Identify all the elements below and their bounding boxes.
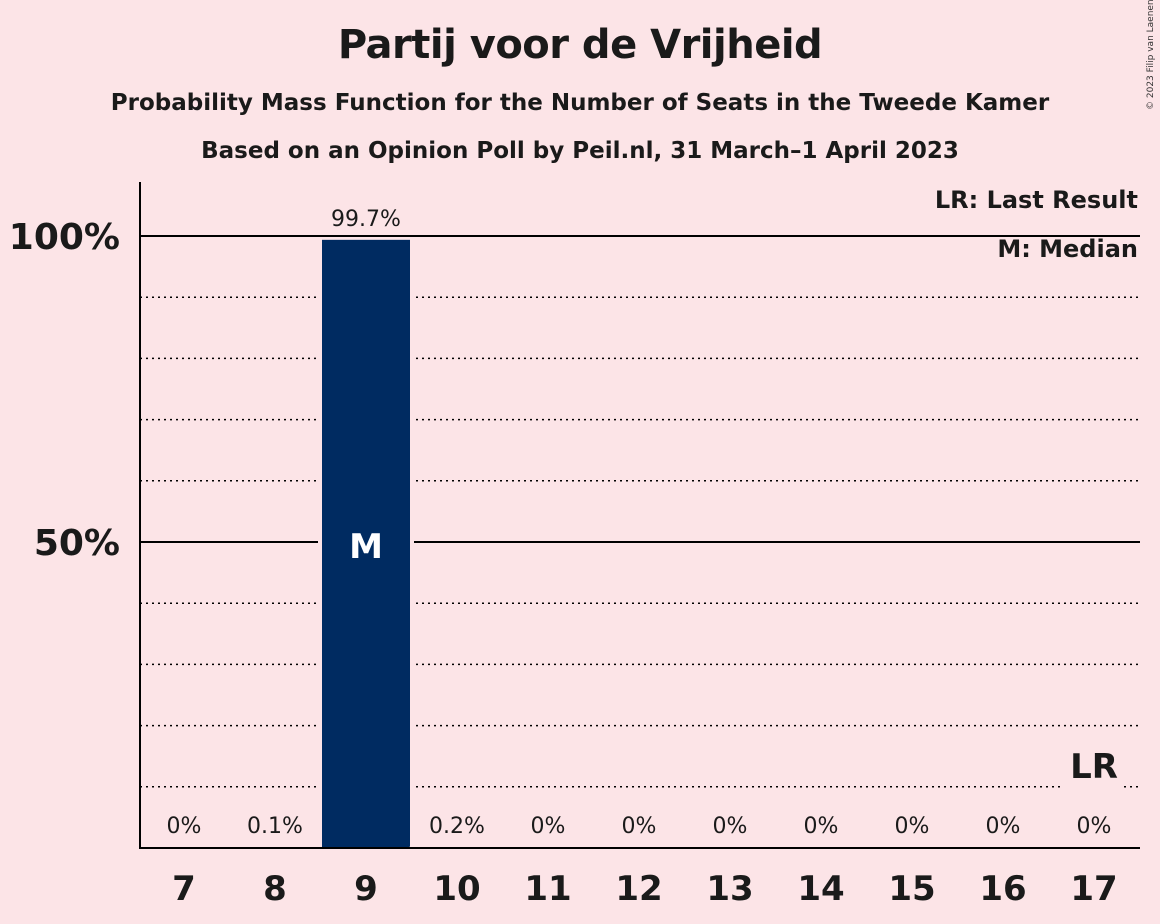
y-axis-tick-labels: 50% 100% [9,217,120,564]
y-tick-label: 100% [9,217,120,258]
bar [322,239,410,848]
last-result-bg [1064,748,1124,792]
grid-lines [140,235,1140,788]
value-label: 0% [986,814,1021,839]
chart-source: Based on an Opinion Poll by Peil.nl, 31 … [201,138,959,164]
chart-subtitle: Probability Mass Function for the Number… [110,90,1050,116]
value-label: 0% [804,814,839,839]
x-tick-label: 13 [706,869,753,909]
y-tick-label: 50% [34,523,120,564]
value-labels: 0% 0.1% 99.7% 0.2% 0% 0% 0% 0% 0% 0% 0% [167,207,1112,839]
value-label: 0% [1077,814,1112,839]
x-tick-label: 8 [263,869,287,909]
bars [227,237,505,848]
chart-title: Partij voor de Vrijheid [337,22,823,68]
x-tick-label: 12 [615,869,662,909]
last-result-marker: LR [1070,747,1118,787]
median-marker: M [349,527,383,567]
x-tick-label: 17 [1070,869,1117,909]
x-tick-label: 11 [524,869,571,909]
value-label: 0% [895,814,930,839]
x-tick-label: 10 [433,869,480,909]
value-label: 0% [622,814,657,839]
legend-last-result: LR: Last Result [935,186,1138,214]
value-label: 0% [531,814,566,839]
value-label: 0.2% [429,814,485,839]
legend-median: M: Median [997,235,1138,263]
value-label: 99.7% [331,207,401,232]
value-label: 0% [167,814,202,839]
markers: M LR [349,527,1124,792]
value-label: 0% [713,814,748,839]
x-tick-label: 15 [888,869,935,909]
x-tick-label: 9 [354,869,378,909]
x-tick-label: 7 [172,869,196,909]
value-label: 0.1% [247,814,303,839]
x-tick-label: 14 [797,869,844,909]
x-axis-tick-labels: 7 8 9 10 11 12 13 14 15 16 17 [172,869,1118,909]
x-tick-label: 16 [979,869,1026,909]
